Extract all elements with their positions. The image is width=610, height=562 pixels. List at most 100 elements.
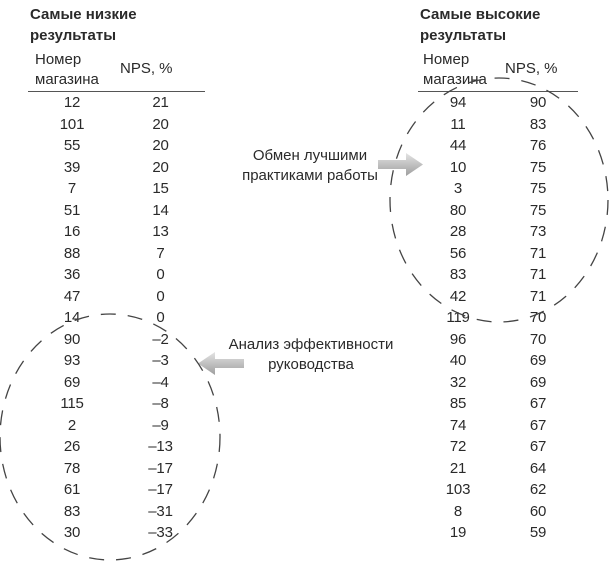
table-row: 3 75	[418, 178, 578, 200]
annotation-exchange-practices: Обмен лучшими практиками работы	[242, 147, 378, 184]
table-row: 61 –17	[28, 479, 205, 501]
table-row: 101 20	[28, 114, 205, 136]
nps-value-cell: 71	[529, 287, 547, 305]
table-row: 90 –2	[28, 329, 205, 351]
nps-value-cell: 67	[529, 438, 547, 456]
store-number-cell: 115	[60, 395, 84, 413]
nps-value-cell: 21	[152, 94, 169, 112]
table-row: 93 –3	[28, 350, 205, 372]
store-number-cell: 83	[449, 266, 467, 284]
table-row: 47 0	[28, 286, 205, 308]
table-row: 119 70	[418, 307, 578, 329]
store-number-cell: 19	[449, 524, 467, 542]
store-number-cell: 16	[63, 223, 81, 241]
table-row: 32 69	[418, 372, 578, 394]
nps-value-cell: 75	[529, 180, 547, 198]
table-row: 72 67	[418, 436, 578, 458]
store-number-cell: 40	[449, 352, 467, 370]
store-number-cell: 42	[449, 287, 467, 305]
nps-value-cell: 75	[529, 201, 547, 219]
table-row: 56 71	[418, 243, 578, 265]
store-number-cell: 26	[63, 438, 81, 456]
table-row: 96 70	[418, 329, 578, 351]
nps-value-cell: –31	[148, 502, 173, 520]
store-number-cell: 80	[449, 201, 467, 219]
store-number-cell: 47	[63, 287, 81, 305]
table-row: 42 71	[418, 286, 578, 308]
high-results-title: Самые высокие результаты	[418, 4, 578, 46]
nps-value-cell: –2	[152, 330, 169, 348]
table-row: 8 60	[418, 501, 578, 523]
table-row: 115 –8	[28, 393, 205, 415]
table-row: 51 14	[28, 200, 205, 222]
nps-value-cell: –17	[148, 481, 173, 499]
store-number-cell: 72	[449, 438, 467, 456]
column-header-store: Номер магазина	[423, 51, 487, 88]
nps-value-cell: 13	[152, 223, 169, 241]
column-header-nps: NPS, %	[505, 60, 558, 77]
nps-value-cell: –33	[148, 524, 173, 542]
nps-value-cell: 75	[529, 158, 547, 176]
store-number-cell: 88	[63, 244, 81, 262]
table-row: 85 67	[418, 393, 578, 415]
title-line: Самые низкие	[30, 6, 137, 23]
store-number-cell: 55	[63, 137, 81, 155]
table-row: 21 64	[418, 458, 578, 480]
title-line: результаты	[420, 27, 507, 44]
store-number-cell: 78	[63, 459, 81, 477]
table-row: 94 90	[418, 92, 578, 114]
nps-value-cell: –13	[148, 438, 173, 456]
nps-value-cell: 14	[152, 201, 169, 219]
nps-value-cell: –4	[152, 373, 169, 391]
column-header-nps: NPS, %	[120, 60, 173, 77]
table-row: 11 83	[418, 114, 578, 136]
store-number-cell: 2	[67, 416, 77, 434]
high-results-table: Самые высокие результаты Номер магазина …	[418, 4, 578, 544]
arrow-left-icon	[198, 352, 244, 375]
table-row: 30 –33	[28, 522, 205, 544]
table-row: 12 21	[28, 92, 205, 114]
store-number-cell: 74	[449, 416, 467, 434]
store-number-cell: 28	[449, 223, 467, 241]
store-number-cell: 30	[63, 524, 81, 542]
table-row: 19 59	[418, 522, 578, 544]
nps-value-cell: 73	[529, 223, 547, 241]
table-row: 74 67	[418, 415, 578, 437]
table-row: 83 71	[418, 264, 578, 286]
table-row: 40 69	[418, 350, 578, 372]
table-row: 10 75	[418, 157, 578, 179]
store-number-cell: 85	[449, 395, 467, 413]
store-number-cell: 94	[449, 94, 467, 112]
table-row: 44 76	[418, 135, 578, 157]
table-row: 36 0	[28, 264, 205, 286]
high-table-rows: 94 90 11 83 44 76 10 75 3 75 80 75 28 73 56 71 83 71 42 71 1…	[418, 92, 578, 544]
low-table-header: Номер магазина NPS, %	[28, 48, 205, 92]
nps-value-cell: 20	[152, 158, 169, 176]
nps-value-cell: 0	[156, 266, 165, 284]
table-row: 80 75	[418, 200, 578, 222]
low-results-table: Самые низкие результаты Номер магазина N…	[28, 4, 205, 544]
title-line: результаты	[30, 27, 117, 44]
nps-value-cell: –9	[152, 416, 169, 434]
store-number-cell: 14	[63, 309, 81, 327]
store-number-cell: 32	[449, 373, 467, 391]
nps-value-cell: 20	[152, 137, 169, 155]
store-number-cell: 11	[450, 115, 466, 133]
nps-value-cell: 67	[529, 395, 547, 413]
table-row: 78 –17	[28, 458, 205, 480]
nps-value-cell: 59	[529, 524, 547, 542]
table-row: 28 73	[418, 221, 578, 243]
store-number-cell: 103	[445, 481, 471, 499]
store-number-cell: 83	[63, 502, 81, 520]
store-number-cell: 96	[449, 330, 467, 348]
store-number-cell: 12	[63, 94, 81, 112]
column-header-store: Номер магазина	[35, 51, 99, 88]
table-row: 7 15	[28, 178, 205, 200]
store-number-cell: 93	[63, 352, 81, 370]
store-number-cell: 56	[449, 244, 467, 262]
table-row: 39 20	[28, 157, 205, 179]
store-number-cell: 90	[63, 330, 81, 348]
store-number-cell: 101	[59, 115, 85, 133]
nps-value-cell: 0	[156, 309, 165, 327]
